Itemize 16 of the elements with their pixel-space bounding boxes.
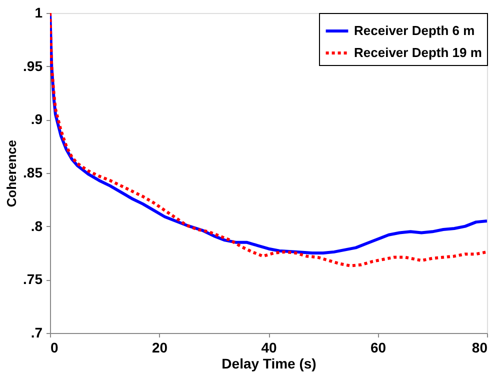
y-tick-label: .75 — [23, 271, 43, 288]
x-axis-title: Delay Time (s) — [222, 356, 316, 372]
x-tick-label: 60 — [370, 340, 386, 356]
x-tick-label: 80 — [472, 340, 488, 356]
legend-label: Receiver Depth 19 m — [354, 45, 482, 60]
y-axis-title: Coherence — [4, 140, 20, 208]
y-tick-label: .7 — [30, 324, 43, 340]
y-tick-label: .85 — [23, 164, 43, 180]
y-tick-label: .9 — [30, 111, 43, 128]
x-tick-label: 20 — [152, 340, 168, 356]
y-tick-label: .95 — [23, 58, 43, 74]
legend-label: Receiver Depth 6 m — [354, 23, 475, 38]
y-tick-label: .8 — [30, 218, 43, 234]
y-tick-label: 1 — [34, 4, 43, 20]
x-tick-label: 0 — [50, 340, 58, 356]
x-tick-label: 40 — [261, 340, 277, 356]
